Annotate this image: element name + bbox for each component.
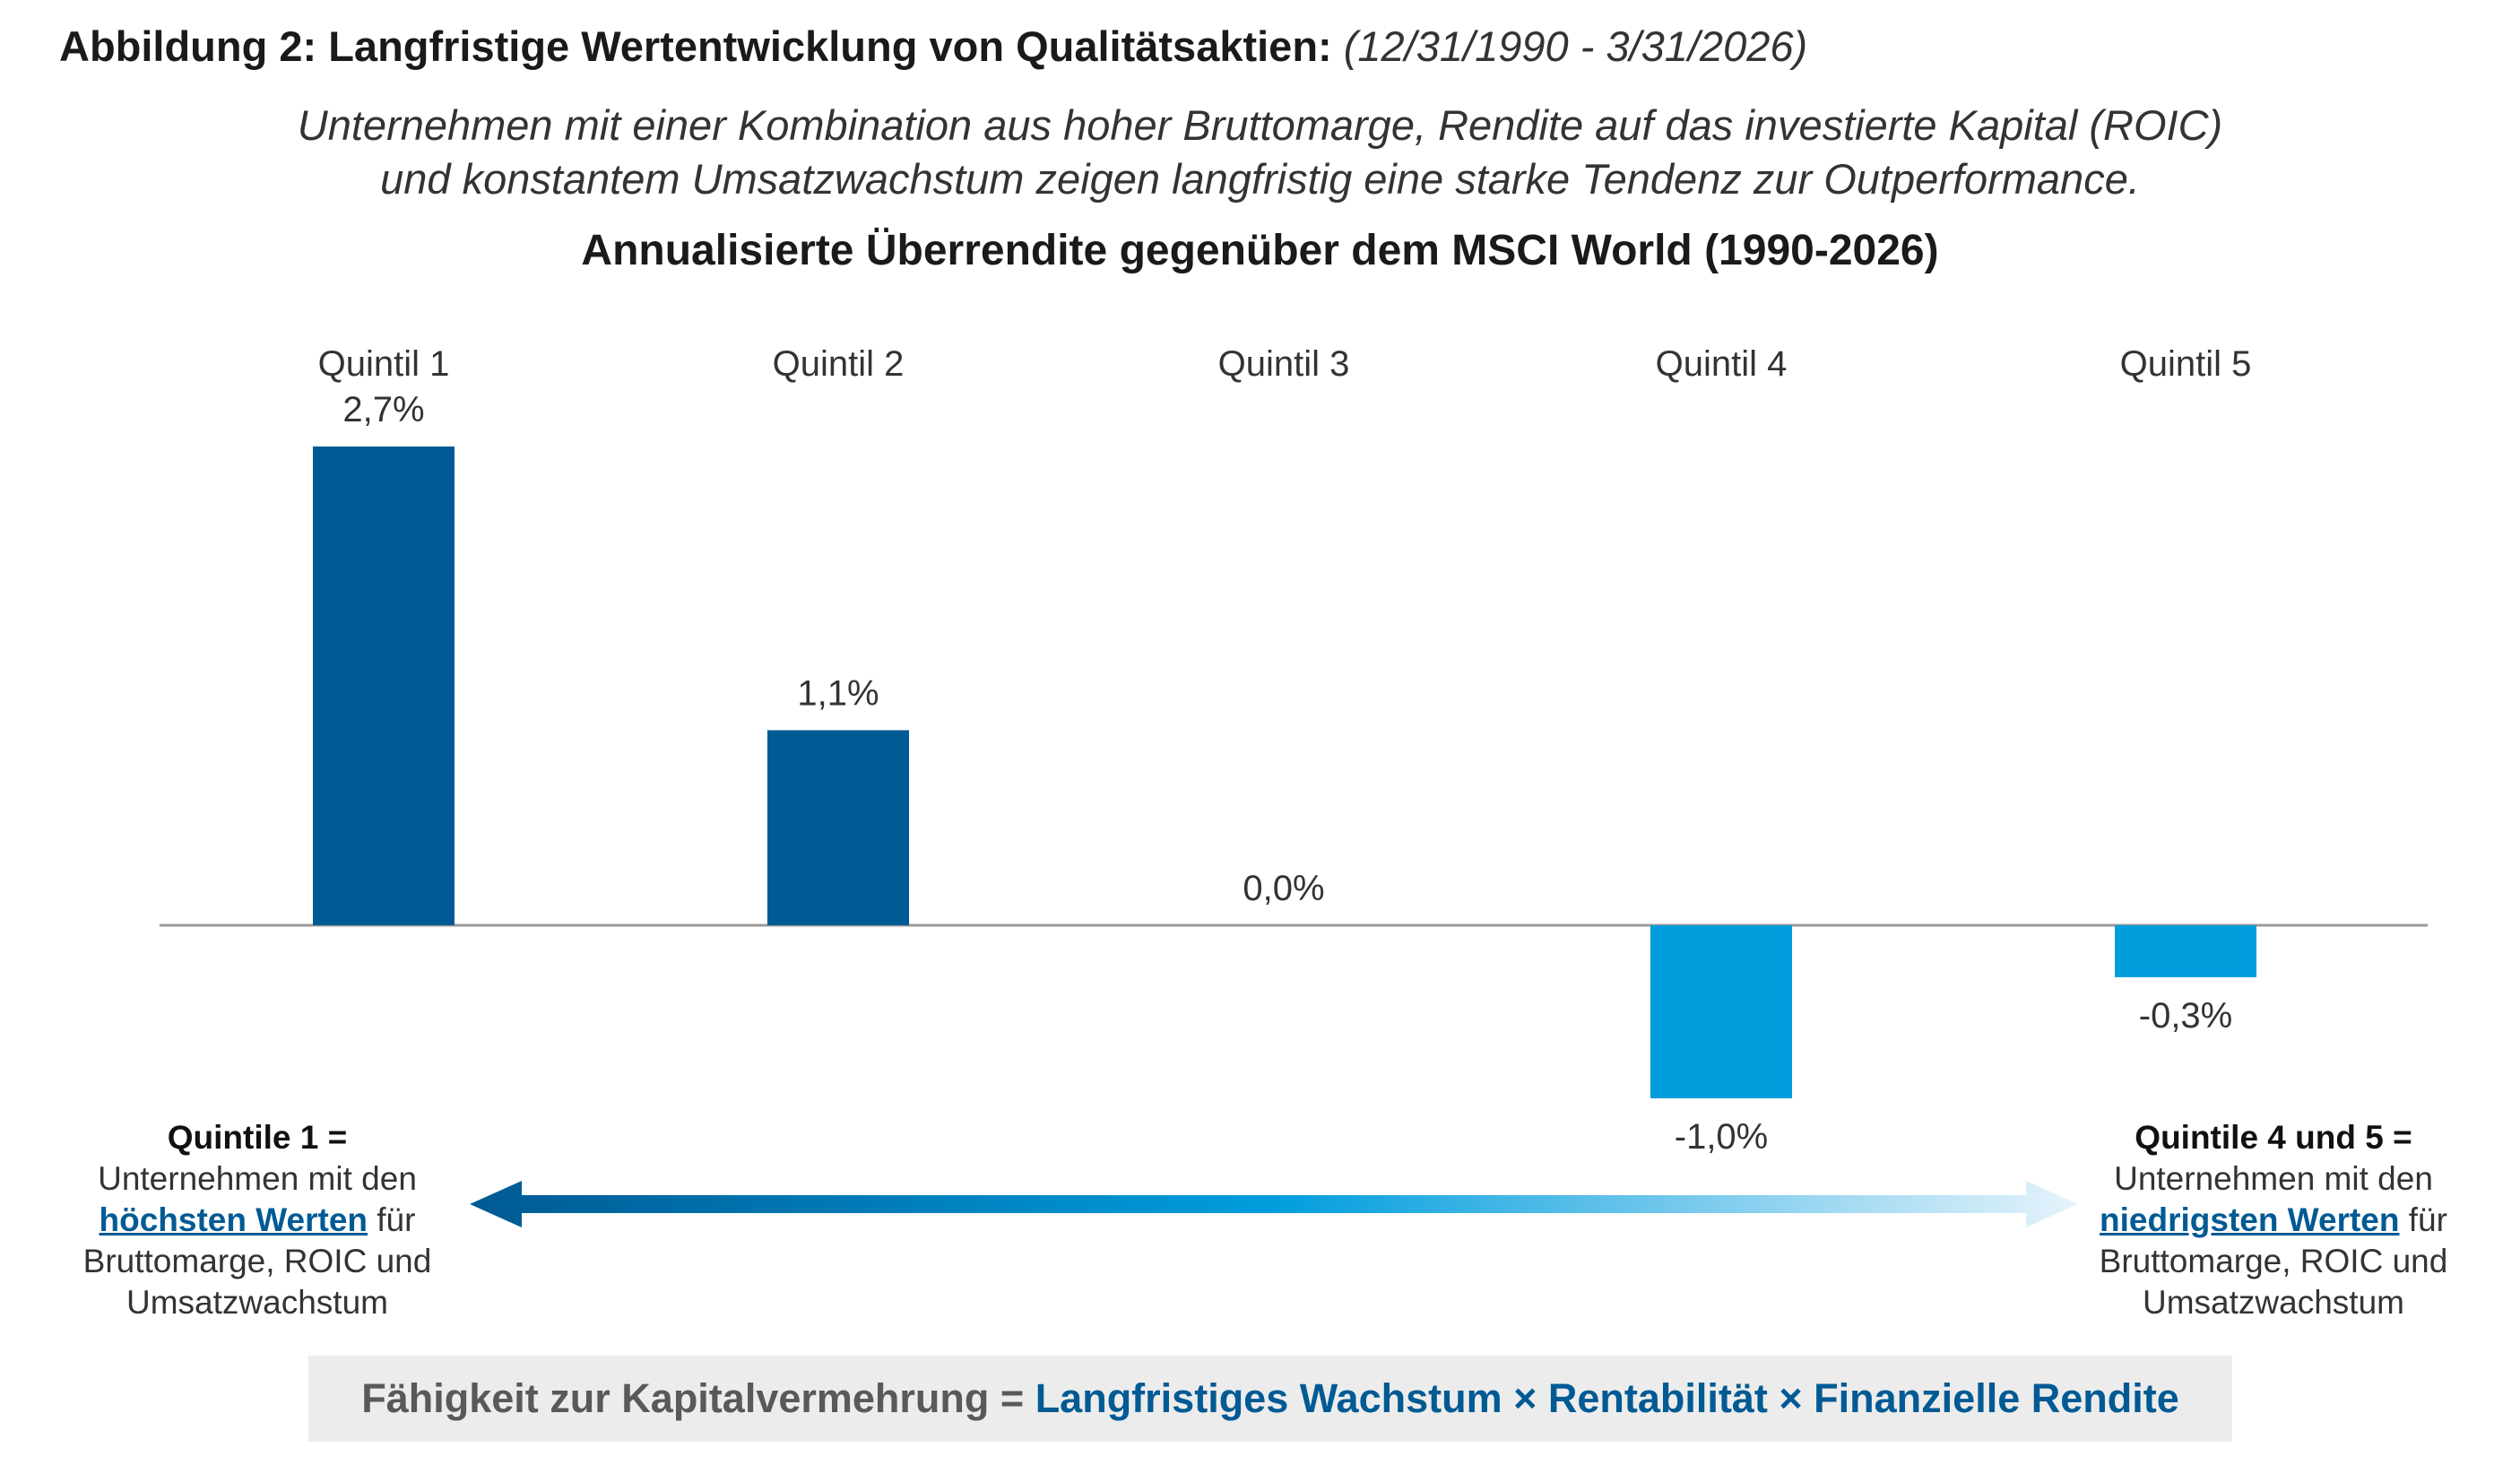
right-annotation: Quintile 4 und 5 = Unternehmen mit den n… bbox=[2067, 1117, 2480, 1323]
data-label: 0,0% bbox=[1243, 869, 1324, 908]
left-annotation-head: Quintile 1 = bbox=[167, 1119, 348, 1156]
bar bbox=[2115, 925, 2256, 977]
figure-title-lead: Abbildung 2: Langfristige Wertentwicklun… bbox=[59, 22, 1332, 70]
subtitle-line-1: Unternehmen mit einer Kombination aus ho… bbox=[297, 101, 2223, 149]
subtitle-line-2: und konstantem Umsatzwachstum zeigen lan… bbox=[380, 155, 2140, 203]
right-annotation-head: Quintile 4 und 5 = bbox=[2135, 1119, 2412, 1156]
right-annotation-line3: Bruttomarge, ROIC und bbox=[2099, 1243, 2448, 1279]
data-label: -0,3% bbox=[2139, 996, 2233, 1036]
left-annotation-line1: Unternehmen mit den bbox=[98, 1160, 417, 1197]
bar bbox=[767, 730, 909, 925]
double-arrow-shape bbox=[470, 1181, 2078, 1227]
left-annotation-line4: Umsatzwachstum bbox=[126, 1284, 388, 1321]
figure-title: Abbildung 2: Langfristige Wertentwicklun… bbox=[59, 22, 1807, 71]
bar bbox=[1650, 925, 1792, 1098]
data-label: 2,7% bbox=[342, 390, 424, 429]
formula-rhs: Langfristiges Wachstum × Rentabilität × … bbox=[1035, 1375, 2179, 1421]
figure-title-range: (12/31/1990 - 3/31/2026) bbox=[1343, 22, 1808, 70]
left-annotation: Quintile 1 = Unternehmen mit den höchste… bbox=[51, 1117, 463, 1323]
right-annotation-after: für bbox=[2408, 1201, 2447, 1238]
left-annotation-line2: höchsten Werten für bbox=[51, 1200, 463, 1241]
left-annotation-highlight: höchsten Werten bbox=[99, 1201, 368, 1238]
category-label: Quintil 4 bbox=[1656, 344, 1788, 384]
right-annotation-line4: Umsatzwachstum bbox=[2143, 1284, 2404, 1321]
category-label: Quintil 3 bbox=[1218, 344, 1350, 384]
left-annotation-after: für bbox=[377, 1201, 416, 1238]
category-label: Quintil 2 bbox=[773, 344, 905, 384]
right-annotation-highlight: niedrigsten Werten bbox=[2100, 1201, 2400, 1238]
right-annotation-line1: Unternehmen mit den bbox=[2114, 1160, 2433, 1197]
formula-box: Fähigkeit zur Kapitalvermehrung = Langfr… bbox=[308, 1356, 2232, 1442]
bar bbox=[313, 447, 455, 925]
formula-lhs: Fähigkeit zur Kapitalvermehrung = bbox=[361, 1375, 1025, 1421]
chart-title: Annualisierte Überrendite gegenüber dem … bbox=[581, 227, 1939, 274]
right-annotation-line2: niedrigsten Werten für bbox=[2067, 1200, 2480, 1241]
data-label: 1,1% bbox=[797, 673, 879, 713]
category-label: Quintil 5 bbox=[2120, 344, 2252, 384]
category-label: Quintil 1 bbox=[318, 344, 450, 384]
left-annotation-line3: Bruttomarge, ROIC und bbox=[82, 1243, 432, 1279]
data-label: -1,0% bbox=[1675, 1117, 1769, 1157]
